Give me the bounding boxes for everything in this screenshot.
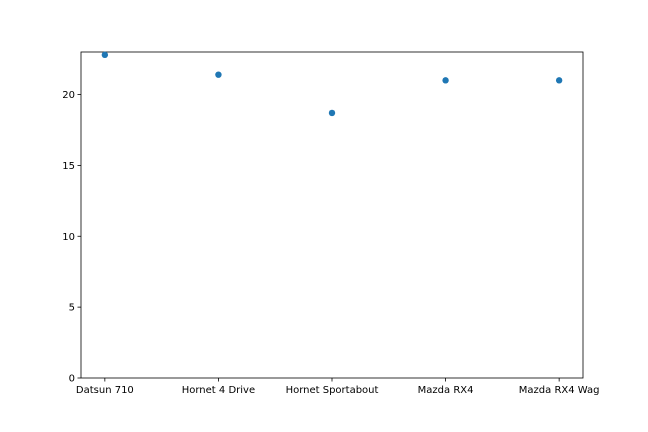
- data-point: [101, 51, 109, 59]
- x-axis: Datsun 710 Hornet 4 Drive Hornet Sportabou…: [76, 378, 600, 396]
- x-tick-label: Hornet Sportabout: [286, 385, 379, 396]
- y-tick-label: 15: [62, 161, 75, 172]
- data-point: [328, 109, 336, 117]
- data-point: [215, 71, 222, 78]
- data-point: [555, 77, 563, 84]
- y-tick-label: 5: [69, 303, 75, 314]
- x-tick-label: Mazda RX4: [418, 385, 474, 396]
- x-tick-label: Datsun 710: [76, 385, 134, 396]
- data-points: [101, 51, 563, 117]
- y-tick-label: 10: [62, 232, 75, 243]
- y-tick-label: 0: [69, 374, 75, 385]
- x-tick-label: Mazda RX4 Wag: [519, 385, 600, 396]
- y-tick-label: 20: [62, 90, 75, 101]
- x-tick-label: Hornet 4 Drive: [182, 385, 255, 396]
- data-point: [442, 77, 449, 84]
- y-axis: 0 5 10 15 20: [62, 90, 81, 385]
